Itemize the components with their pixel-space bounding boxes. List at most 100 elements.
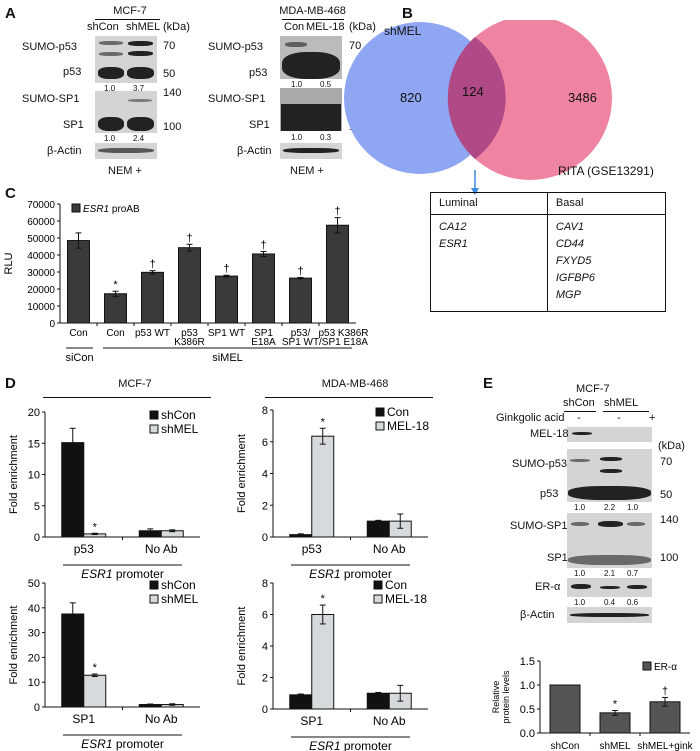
legend-label: Con [387, 405, 409, 419]
blot-p53-e [567, 449, 652, 502]
mcf7-title: MCF-7 [113, 5, 147, 17]
marker-70: 70 [349, 40, 362, 52]
row-actin: β-Actin [47, 145, 82, 157]
y-tick-label: 20 [28, 407, 40, 419]
y-tick-label: 20 [28, 652, 40, 664]
legend-label: ER-α [654, 662, 677, 673]
row-p53: p53 [540, 488, 559, 500]
bar [366, 692, 390, 710]
blot-er [567, 578, 652, 597]
legend-swatch [71, 203, 81, 213]
y-tick-label: 0 [34, 532, 40, 544]
gene: CA12 [439, 221, 467, 233]
y-tick-label: 2 [262, 673, 268, 685]
y-tick-label: 0 [49, 319, 55, 330]
blot-actin-mcf7 [95, 143, 157, 159]
x-tick-label: p53 K386R [318, 328, 368, 339]
marker-140: 140 [660, 514, 679, 526]
quant: 1.0 [104, 84, 116, 93]
y-axis-label: Fold enrichment [8, 606, 20, 685]
y-tick-label: 30000 [27, 268, 55, 279]
bar [252, 253, 275, 324]
marker-140: 140 [163, 87, 182, 99]
x-tick-label: p53 [181, 328, 198, 339]
venn-overlap [447, 37, 506, 159]
legend-swatch [373, 594, 383, 604]
marker-50: 50 [163, 68, 176, 80]
x-tick-label: No Ab [145, 712, 178, 726]
blot-sp1-mda [280, 88, 342, 131]
blot-mel18 [567, 427, 652, 442]
y-tick-label: 4 [262, 641, 268, 653]
legend-label: MEL-18 [385, 592, 427, 606]
quant: 0.7 [627, 569, 639, 578]
y-axis-label: Fold enrichment [8, 435, 20, 514]
row-sp1: SP1 [547, 552, 568, 564]
x-tick-label: Con [106, 328, 124, 339]
blot-sp1-mcf7 [95, 91, 157, 133]
significance-mark: † [260, 239, 266, 251]
y-tick-label: 40 [28, 603, 40, 615]
y-axis-label: Fold enrichment [236, 607, 248, 686]
gene: IGFBP6 [555, 272, 595, 284]
y-tick-label: 50000 [27, 234, 55, 245]
bar [326, 224, 349, 324]
legend-swatch [375, 421, 385, 431]
significance-mark: * [93, 521, 98, 533]
y-tick-label: 15 [28, 438, 40, 450]
x-tick-label: SP1 [254, 328, 273, 339]
quant: 1.0 [291, 80, 303, 89]
row-p53: p53 [249, 67, 268, 79]
blot-p53-mcf7 [95, 36, 157, 83]
lane-mel18: MEL-18 [306, 21, 345, 33]
treatment: NEM + [290, 165, 324, 177]
significance-mark: † [662, 685, 668, 697]
panel-label-e: E [483, 375, 494, 392]
x-tick-label: SP1 WT [208, 328, 245, 339]
legend-label: ESR1 proAB [83, 204, 140, 215]
kda-label: (kDa) [349, 21, 376, 33]
bar [599, 712, 631, 734]
d-title-mcf7: MCF-7 [118, 378, 152, 390]
marker-70: 70 [660, 456, 673, 468]
significance-mark: * [613, 698, 618, 710]
x-tick-label: Con [69, 328, 87, 339]
bar [83, 674, 107, 708]
y-tick-label: 8 [262, 405, 268, 417]
y-tick-label: 2 [262, 500, 268, 512]
blot-sp1-e [567, 513, 652, 568]
y-tick-label: 70000 [27, 200, 55, 211]
bar [311, 435, 335, 538]
y-tick-label: 1.0 [520, 680, 535, 692]
bar [61, 613, 85, 708]
legend-swatch [149, 594, 159, 604]
bar [366, 520, 390, 538]
treatment-sign: - [617, 412, 621, 424]
quant: 1.0 [574, 503, 586, 512]
promoter-label: ESR1 promoter [81, 567, 164, 581]
marker-100: 100 [163, 121, 182, 133]
blot-p53-mda [280, 36, 342, 79]
x-tick-label: shMEL [599, 741, 631, 751]
significance-mark: * [93, 662, 98, 674]
quant: 1.0 [291, 133, 303, 142]
bar [178, 247, 201, 324]
y-tick-label: 10000 [27, 302, 55, 313]
gene: MGP [555, 289, 581, 301]
x-tick-label: No Ab [145, 542, 178, 556]
row-sumo-p53: SUMO-p53 [22, 41, 78, 53]
row-sumo-p53: SUMO-p53 [512, 458, 568, 470]
row-actin: β-Actin [237, 145, 272, 157]
quant: 2.2 [604, 503, 616, 512]
gene: CD44 [555, 238, 584, 250]
blot-actin-e [567, 607, 652, 623]
group-label: siMEL [212, 352, 243, 364]
quant: 1.0 [574, 598, 586, 607]
bar [67, 240, 90, 324]
promoter-label: ESR1 promoter [81, 737, 164, 751]
x-tick-label: E18A [251, 337, 276, 348]
arrow-head-icon [471, 188, 479, 195]
row-sumo-sp1: SUMO-SP1 [510, 520, 568, 532]
bar [141, 271, 164, 324]
y-axis-label: Fold enrichment [236, 434, 248, 513]
